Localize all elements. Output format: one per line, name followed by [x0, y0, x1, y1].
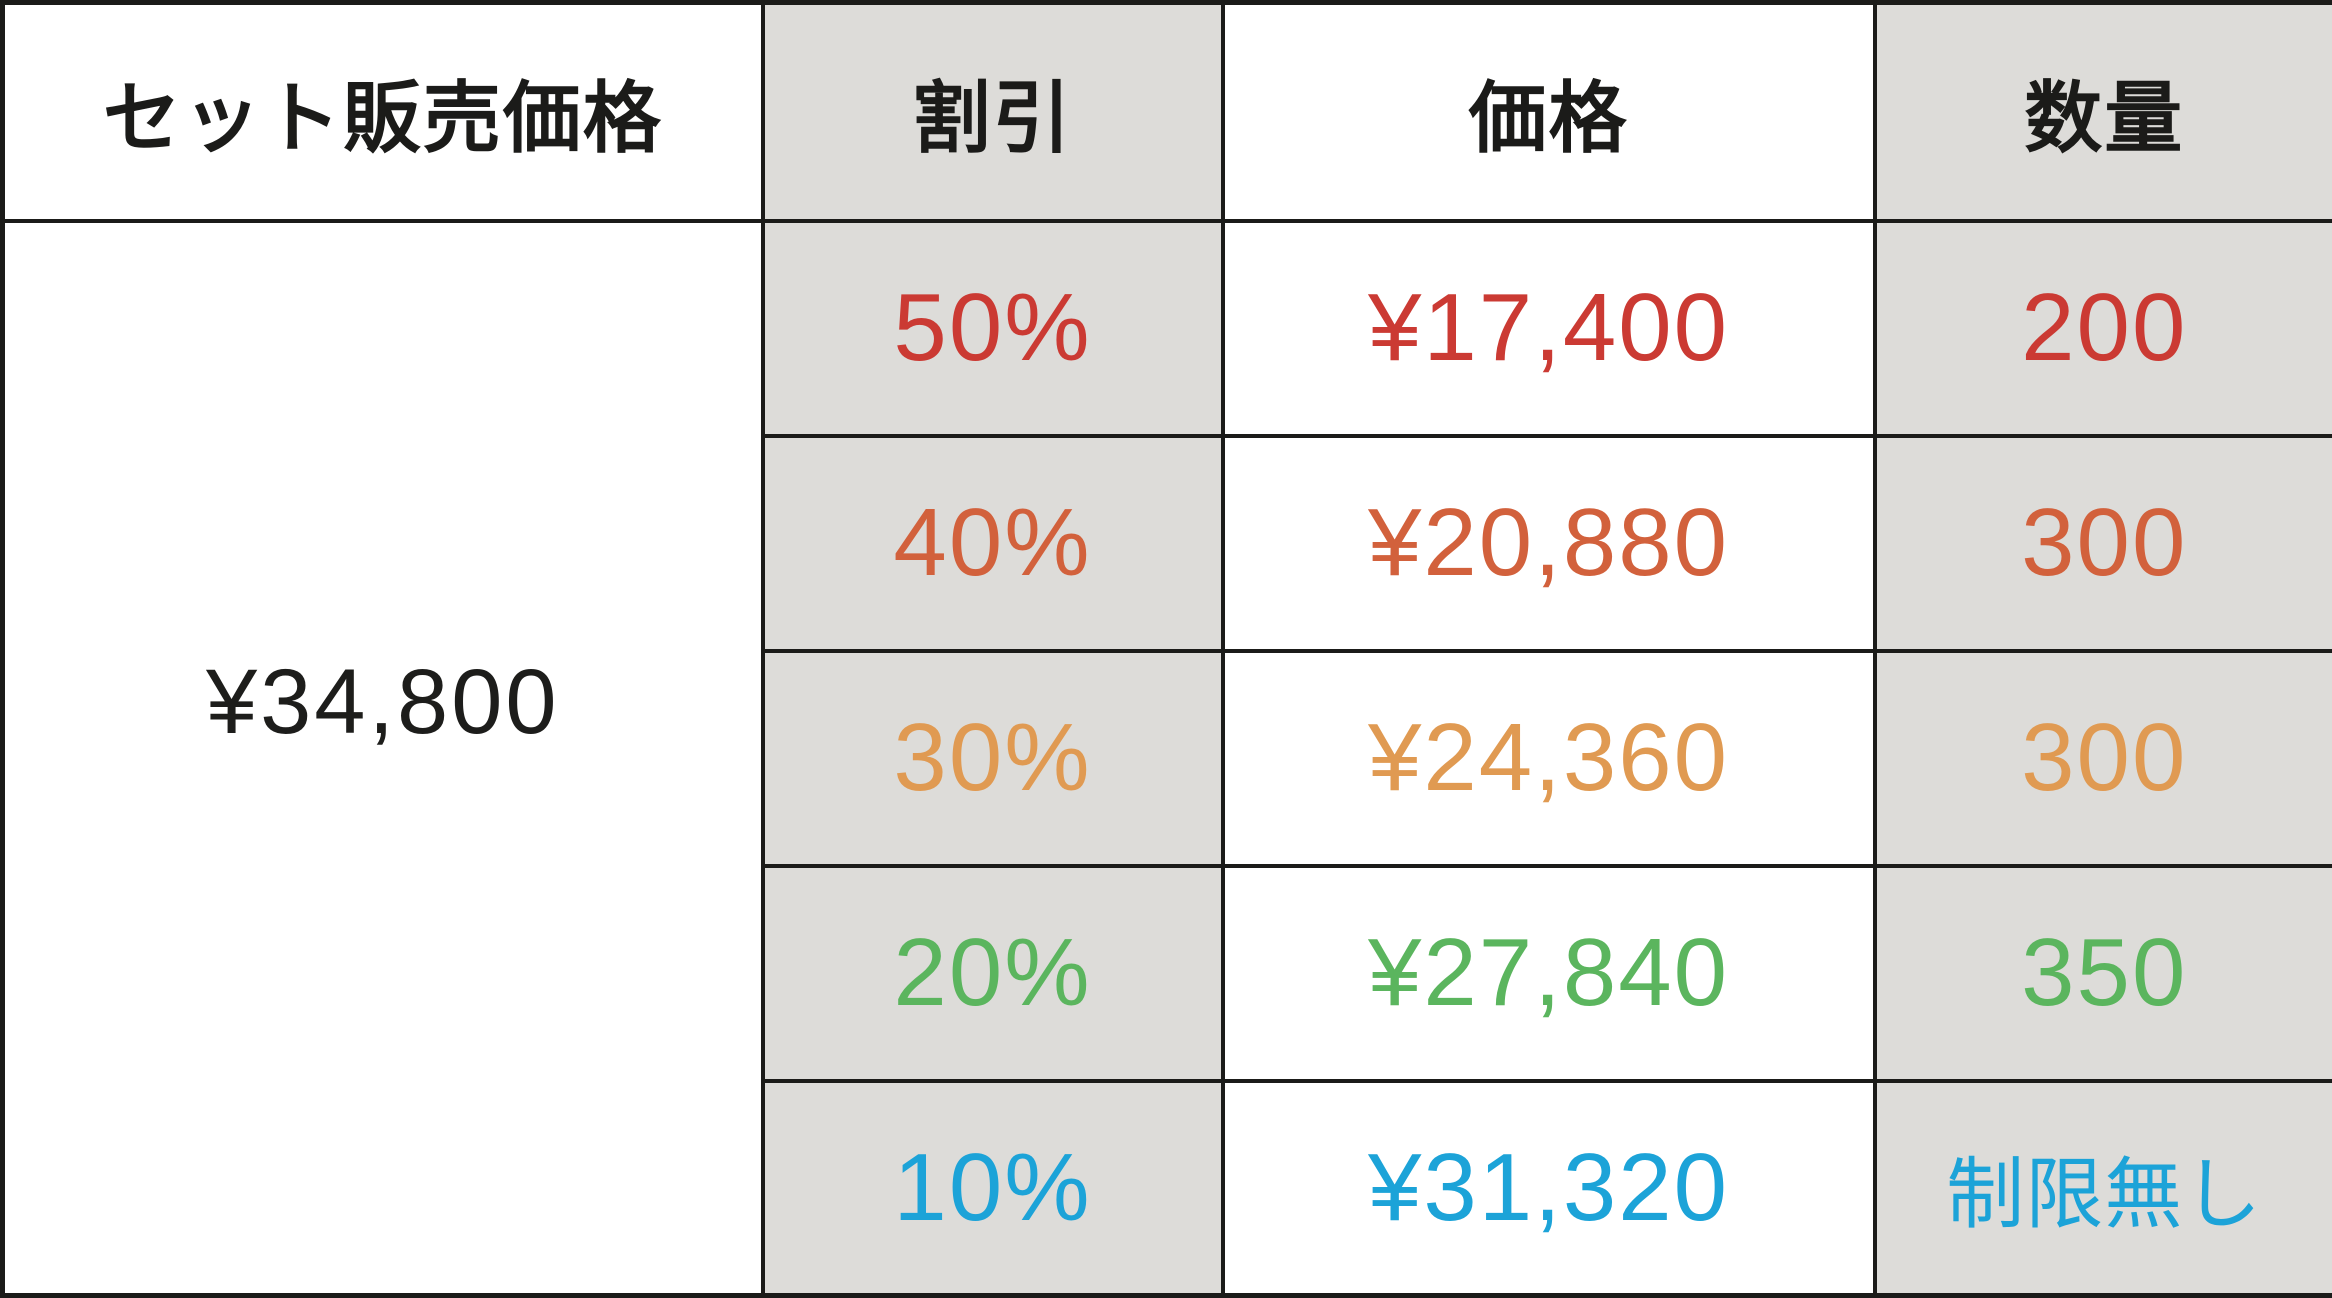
quantity-cell: 350 — [1875, 866, 2332, 1081]
quantity-cell: 300 — [1875, 436, 2332, 651]
price-cell: ¥31,320 — [1223, 1081, 1875, 1296]
quantity-cell: 制限無し — [1875, 1081, 2332, 1296]
discount-cell: 40% — [763, 436, 1223, 651]
quantity-cell: 300 — [1875, 651, 2332, 866]
header-row: セット販売価格 割引 価格 数量 — [3, 3, 2332, 221]
table-row: ¥34,800 50% ¥17,400 200 — [3, 221, 2332, 436]
set-price-value: ¥34,800 — [206, 650, 560, 755]
set-price-cell: ¥34,800 — [3, 221, 763, 1296]
price-cell: ¥17,400 — [1223, 221, 1875, 436]
discount-cell: 30% — [763, 651, 1223, 866]
column-header-discount: 割引 — [763, 3, 1223, 221]
column-header-quantity: 数量 — [1875, 3, 2332, 221]
discount-cell: 50% — [763, 221, 1223, 436]
column-header-set-price: セット販売価格 — [3, 3, 763, 221]
price-cell: ¥24,360 — [1223, 651, 1875, 866]
discount-cell: 10% — [763, 1081, 1223, 1296]
price-cell: ¥20,880 — [1223, 436, 1875, 651]
discount-cell: 20% — [763, 866, 1223, 1081]
quantity-cell: 200 — [1875, 221, 2332, 436]
price-cell: ¥27,840 — [1223, 866, 1875, 1081]
column-header-price: 価格 — [1223, 3, 1875, 221]
